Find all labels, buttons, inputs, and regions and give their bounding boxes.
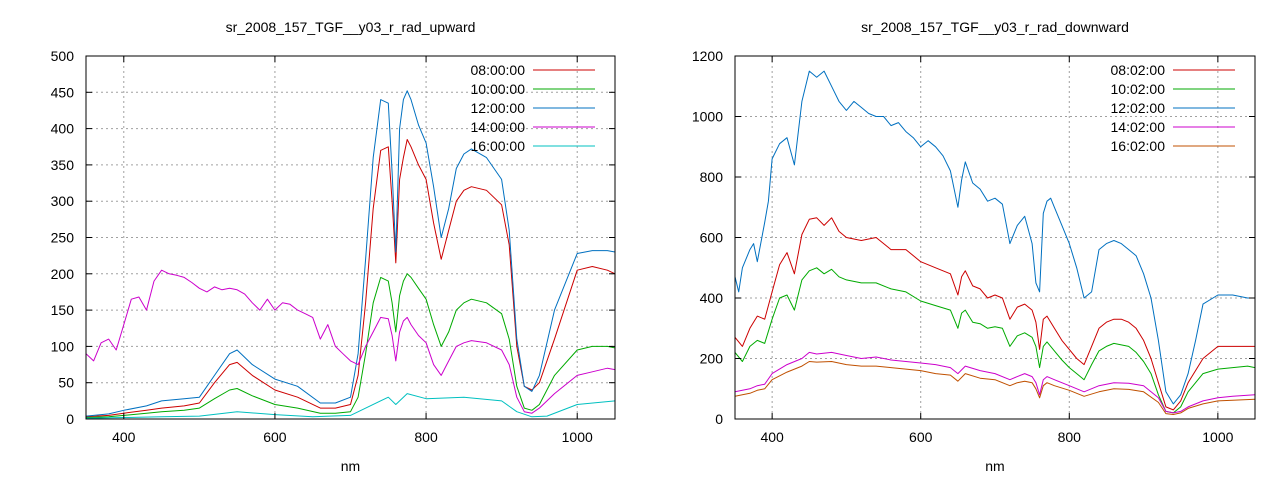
y-tick-label: 200 bbox=[51, 266, 75, 282]
y-tick-label: 800 bbox=[700, 169, 724, 185]
series-line-120200 bbox=[735, 70, 1255, 405]
legend-label: 08:00:00 bbox=[471, 62, 526, 78]
plot-frame bbox=[85, 55, 616, 420]
x-tick-label: 1000 bbox=[1202, 429, 1233, 445]
chart-title: sr_2008_157_TGF__y03_r_rad_upward bbox=[226, 19, 476, 35]
y-tick-label: 350 bbox=[51, 157, 75, 173]
series-line-160200 bbox=[735, 361, 1255, 415]
chart-panel-2: 400 600 800 1000 0 200 400 600 800 1000 1200 sr_200… bbox=[692, 19, 1256, 474]
x-tick-label: 400 bbox=[760, 429, 784, 445]
y-tick-label: 400 bbox=[700, 290, 724, 306]
legend: 08:00:00 10:00:00 12:00:00 14:00:00 16:00:00 bbox=[471, 62, 595, 154]
series-group bbox=[86, 90, 615, 419]
series-line-100000 bbox=[86, 273, 615, 418]
y-tick-label: 0 bbox=[715, 411, 723, 427]
series-line-080000 bbox=[86, 139, 615, 418]
x-axis-label: nm bbox=[341, 458, 360, 474]
series-line-100200 bbox=[735, 267, 1255, 414]
x-tick-label: 400 bbox=[112, 429, 136, 445]
legend-label: 14:00:00 bbox=[471, 119, 526, 135]
legend-label: 12:00:00 bbox=[471, 100, 526, 116]
legend-label: 16:00:00 bbox=[471, 138, 526, 154]
legend-label: 16:02:00 bbox=[1111, 138, 1166, 154]
x-axis-label: nm bbox=[985, 458, 1004, 474]
x-tick-label: 600 bbox=[909, 429, 933, 445]
y-tick-label: 100 bbox=[51, 338, 75, 354]
chart-panel-1: 400 600 800 1000 0 50 100 150 200 250 300 350 400 450… bbox=[51, 19, 616, 474]
series-line-140200 bbox=[735, 351, 1255, 414]
x-tick-label: 1000 bbox=[562, 429, 593, 445]
y-tick-label: 300 bbox=[51, 193, 75, 209]
series-line-140000 bbox=[86, 269, 615, 414]
y-tick-label: 450 bbox=[51, 84, 75, 100]
series-line-120000 bbox=[86, 90, 615, 417]
series-line-160000 bbox=[86, 393, 615, 419]
legend-label: 10:02:00 bbox=[1111, 81, 1166, 97]
y-tick-label: 400 bbox=[51, 121, 75, 137]
y-tick-label: 50 bbox=[58, 375, 74, 391]
x-tick-label: 600 bbox=[263, 429, 287, 445]
y-tick-label: 0 bbox=[66, 411, 74, 427]
legend: 08:02:00 10:02:00 12:02:00 14:02:00 16:02:00 bbox=[1111, 62, 1235, 154]
y-tick-label: 250 bbox=[51, 230, 75, 246]
y-tick-label: 600 bbox=[700, 230, 724, 246]
series-line-080200 bbox=[735, 217, 1255, 411]
y-tick-label: 500 bbox=[51, 48, 75, 64]
y-tick-label: 1000 bbox=[692, 109, 723, 125]
series-group bbox=[735, 70, 1255, 415]
x-tick-label: 800 bbox=[414, 429, 438, 445]
y-tick-label: 1200 bbox=[692, 48, 723, 64]
x-tick-label: 800 bbox=[1058, 429, 1082, 445]
chart-title: sr_2008_157_TGF__y03_r_rad_downward bbox=[861, 19, 1129, 35]
legend-label: 10:00:00 bbox=[471, 81, 526, 97]
y-tick-label: 150 bbox=[51, 302, 75, 318]
legend-label: 12:02:00 bbox=[1111, 100, 1166, 116]
legend-label: 14:02:00 bbox=[1111, 119, 1166, 135]
y-tick-label: 200 bbox=[700, 351, 724, 367]
legend-label: 08:02:00 bbox=[1111, 62, 1166, 78]
